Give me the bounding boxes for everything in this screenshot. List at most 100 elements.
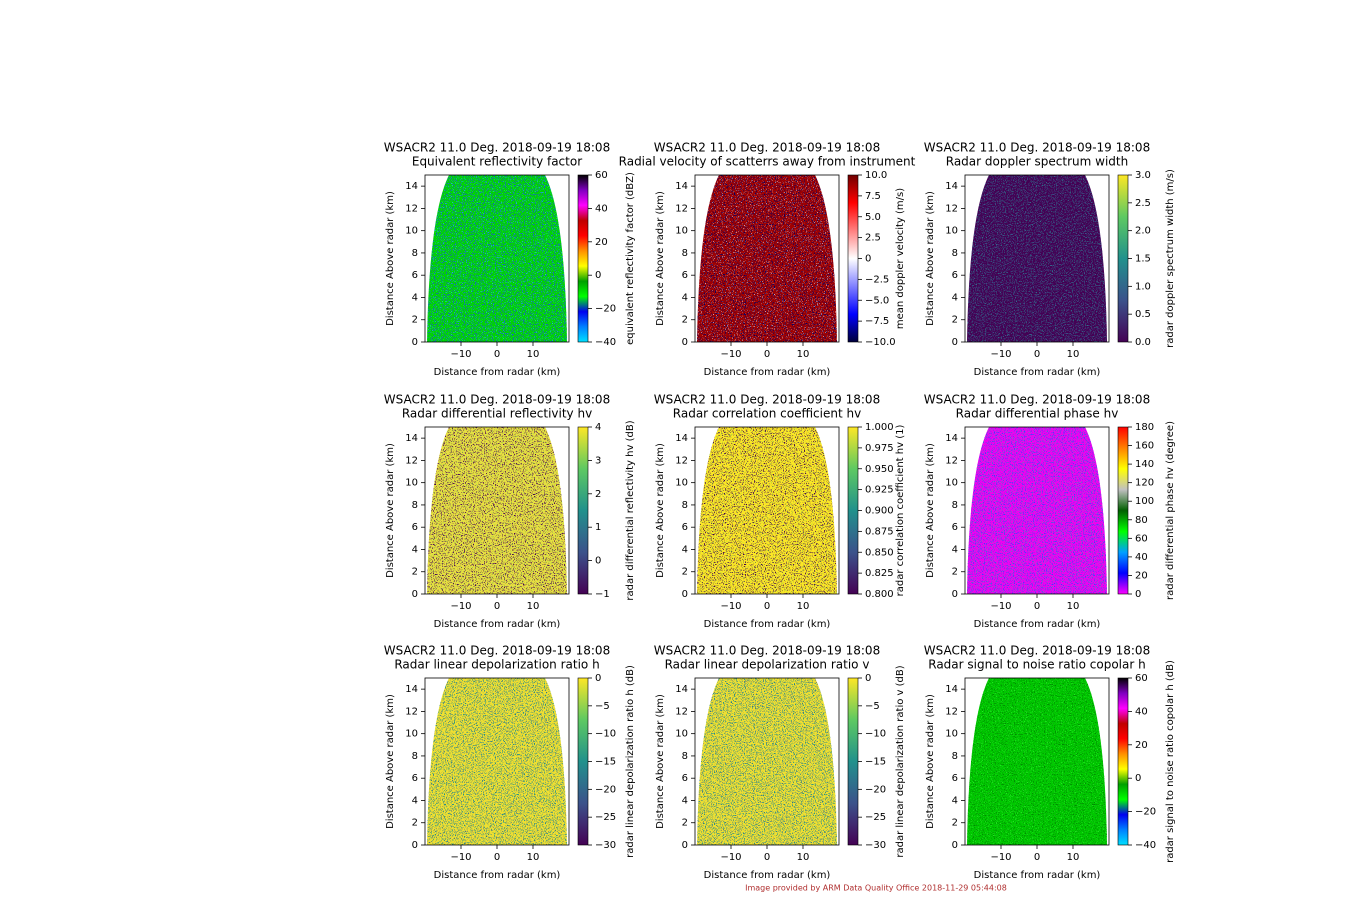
y-tick-label: 12 bbox=[675, 706, 688, 717]
y-tick-label: 10 bbox=[675, 226, 688, 237]
colorbar-tick-label: 2.5 bbox=[865, 233, 881, 244]
colorbar-tick-label: 160 bbox=[1135, 441, 1154, 452]
colorbar bbox=[1117, 426, 1129, 595]
colorbar-label: mean doppler velocity (m/s) bbox=[895, 188, 906, 329]
panel-subtitle: Radar differential phase hv bbox=[956, 407, 1119, 421]
y-tick-label: 6 bbox=[952, 270, 958, 281]
y-tick-label: 4 bbox=[682, 795, 688, 806]
y-axis-label: Distance Above radar (km) bbox=[385, 443, 396, 578]
y-tick-label: 4 bbox=[952, 795, 958, 806]
y-tick-label: 6 bbox=[952, 522, 958, 533]
y-tick-label: 12 bbox=[405, 203, 418, 214]
y-tick-label: 14 bbox=[675, 181, 688, 192]
colorbar-tick-label: 4 bbox=[595, 422, 601, 433]
colorbar-tick-label: 0 bbox=[595, 673, 601, 684]
colorbar-tick-label: −15 bbox=[595, 757, 616, 768]
colorbar-tick-label: −25 bbox=[865, 812, 886, 823]
y-tick-label: 12 bbox=[675, 203, 688, 214]
y-tick-label: 0 bbox=[412, 840, 418, 851]
x-tick-label: 10 bbox=[797, 349, 810, 360]
colorbar-tick-label: 7.5 bbox=[865, 191, 881, 202]
panel-title: WSACR2 11.0 Deg. 2018-09-19 18:08 bbox=[924, 141, 1150, 155]
y-tick-label: 14 bbox=[945, 433, 958, 444]
x-tick-label: 10 bbox=[527, 601, 540, 612]
y-axis-label: Distance Above radar (km) bbox=[655, 694, 666, 829]
y-axis-label: Distance Above radar (km) bbox=[655, 191, 666, 326]
x-tick-label: 0 bbox=[494, 852, 500, 863]
colorbar-tick-label: 0 bbox=[595, 556, 601, 567]
y-tick-label: 6 bbox=[952, 773, 958, 784]
x-axis-label: Distance from radar (km) bbox=[434, 367, 561, 378]
x-tick-label: 10 bbox=[1067, 349, 1080, 360]
x-tick-label: 10 bbox=[527, 852, 540, 863]
y-tick-label: 2 bbox=[412, 818, 418, 829]
colorbar-tick-label: 1.5 bbox=[1135, 254, 1151, 265]
y-tick-label: 0 bbox=[952, 337, 958, 348]
y-tick-label: 2 bbox=[412, 315, 418, 326]
y-tick-label: 14 bbox=[945, 181, 958, 192]
y-tick-label: 8 bbox=[952, 751, 958, 762]
x-tick-label: 10 bbox=[797, 852, 810, 863]
colorbar bbox=[577, 174, 589, 343]
y-tick-label: 12 bbox=[405, 706, 418, 717]
panel: WSACR2 11.0 Deg. 2018-09-19 18:08Equival… bbox=[384, 141, 636, 379]
y-tick-label: 4 bbox=[952, 544, 958, 555]
colorbar-label: radar signal to noise ratio copolar h (d… bbox=[1165, 660, 1176, 863]
colorbar-tick-label: 0.900 bbox=[865, 506, 894, 517]
y-tick-label: 0 bbox=[952, 589, 958, 600]
x-tick-label: 0 bbox=[764, 349, 770, 360]
x-tick-label: −10 bbox=[990, 349, 1011, 360]
radar-field bbox=[967, 678, 1107, 845]
x-axis-label: Distance from radar (km) bbox=[434, 619, 561, 630]
colorbar-tick-label: −15 bbox=[865, 757, 886, 768]
colorbar-tick-label: 0.975 bbox=[865, 443, 894, 454]
x-tick-label: −10 bbox=[450, 852, 471, 863]
colorbar-tick-label: −1 bbox=[595, 589, 610, 600]
colorbar-tick-label: −20 bbox=[595, 304, 616, 315]
y-tick-label: 14 bbox=[405, 181, 418, 192]
y-tick-label: 10 bbox=[945, 478, 958, 489]
panel: WSACR2 11.0 Deg. 2018-09-19 18:08Radial … bbox=[619, 141, 916, 379]
radar-field bbox=[427, 175, 567, 342]
x-tick-label: 10 bbox=[1067, 852, 1080, 863]
colorbar-tick-label: −5.0 bbox=[865, 295, 889, 306]
y-tick-label: 10 bbox=[405, 226, 418, 237]
y-tick-label: 2 bbox=[412, 567, 418, 578]
colorbar-tick-label: 120 bbox=[1135, 478, 1154, 489]
panel-subtitle: Radar correlation coefficient hv bbox=[673, 407, 861, 421]
colorbar-tick-label: −20 bbox=[1135, 807, 1156, 818]
colorbar-label: radar differential phase hv (degree) bbox=[1165, 421, 1176, 600]
x-tick-label: −10 bbox=[990, 852, 1011, 863]
colorbar-tick-label: 1 bbox=[595, 522, 601, 533]
colorbar bbox=[847, 174, 859, 343]
colorbar-label: radar differential reflectivity hv (dB) bbox=[625, 420, 636, 600]
radar-field bbox=[697, 427, 837, 594]
y-axis-label: Distance Above radar (km) bbox=[385, 191, 396, 326]
colorbar-tick-label: 0 bbox=[1135, 589, 1141, 600]
y-tick-label: 0 bbox=[682, 589, 688, 600]
radar-field bbox=[967, 175, 1107, 342]
colorbar-tick-label: 60 bbox=[1135, 673, 1148, 684]
x-tick-label: 0 bbox=[494, 601, 500, 612]
y-tick-label: 0 bbox=[412, 337, 418, 348]
colorbar-tick-label: −30 bbox=[595, 840, 616, 851]
colorbar-tick-label: −10.0 bbox=[865, 337, 896, 348]
y-tick-label: 0 bbox=[952, 840, 958, 851]
panel-title: WSACR2 11.0 Deg. 2018-09-19 18:08 bbox=[654, 141, 880, 155]
panel-subtitle: Radar linear depolarization ratio h bbox=[394, 658, 599, 672]
colorbar-tick-label: −5 bbox=[595, 701, 610, 712]
y-tick-label: 6 bbox=[412, 522, 418, 533]
colorbar-tick-label: −40 bbox=[1135, 840, 1156, 851]
colorbar-tick-label: −2.5 bbox=[865, 274, 889, 285]
y-tick-label: 12 bbox=[945, 455, 958, 466]
colorbar-tick-label: 0 bbox=[595, 270, 601, 281]
colorbar-tick-label: −30 bbox=[865, 840, 886, 851]
x-tick-label: 10 bbox=[1067, 601, 1080, 612]
colorbar-tick-label: −7.5 bbox=[865, 316, 889, 327]
y-tick-label: 2 bbox=[682, 315, 688, 326]
colorbar-tick-label: 20 bbox=[1135, 740, 1148, 751]
